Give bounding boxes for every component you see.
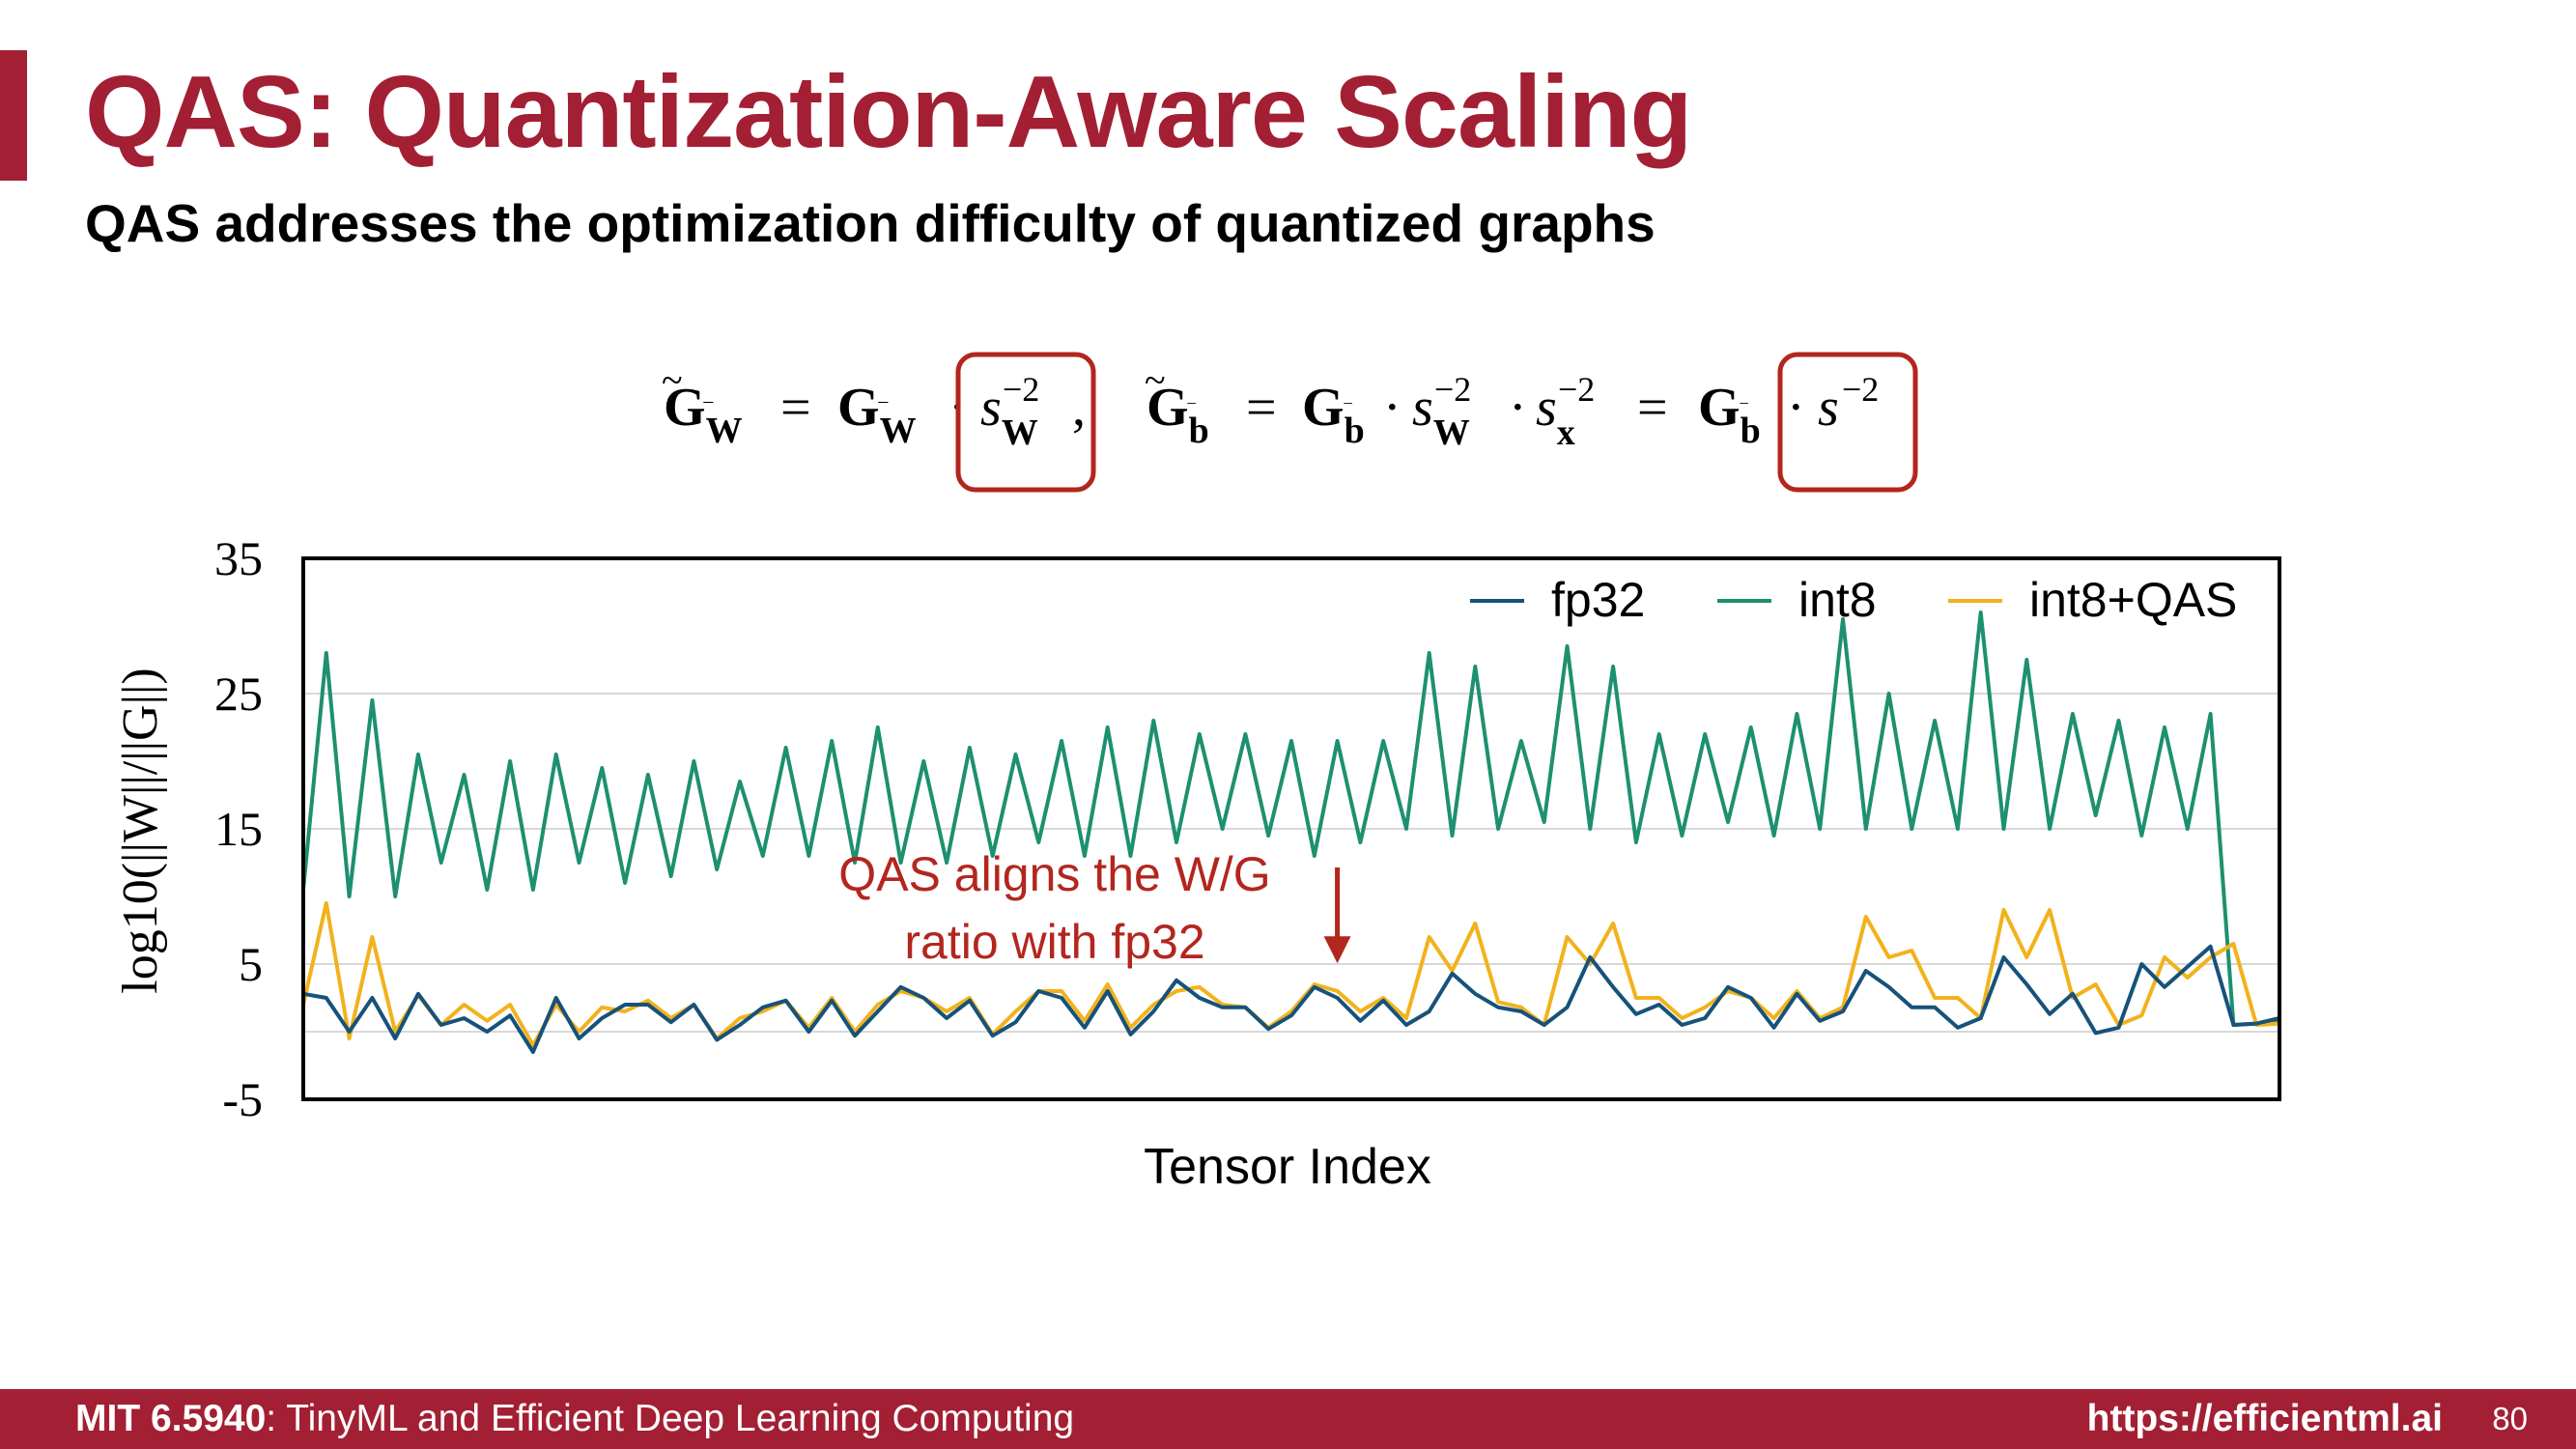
formula-b-rhs: Gb [1302, 378, 1365, 451]
formula-bar: ‾ [878, 400, 889, 428]
formula-w-scale: sW [980, 378, 1038, 453]
footer-course-code: MIT 6.5940 [75, 1398, 267, 1439]
series-line-int8 [301, 611, 2280, 1027]
footer-course-name: : TinyML and Efficient Deep Learning Com… [266, 1398, 1075, 1439]
formula-exponent: −2 [1558, 370, 1595, 409]
formula-w-rhs: GW [837, 378, 917, 451]
wg-ratio-chart: -5 5 15 25 35 log10(||W||/||G||) Tensor Inde… [113, 531, 2281, 1195]
formula-dot: · [1509, 378, 1527, 438]
footer-bar: MIT 6.5940: TinyML and Efficient Deep Le… [0, 1389, 2576, 1449]
highlight-box-s-scale [1777, 352, 1918, 493]
formula-b-final: Gb [1698, 378, 1761, 451]
qas-gradient-formula: GW ~ ‾ = GW ‾ · sW −2 , Gb ~ ‾ = Gb ‾ · … [662, 352, 1918, 493]
footer-course: MIT 6.5940: TinyML and Efficient Deep Le… [75, 1389, 1074, 1449]
y-tick-label: 25 [214, 667, 263, 721]
y-tick-label: -5 [222, 1072, 263, 1126]
series-line-fp32 [302, 944, 2280, 1054]
formula-tilde: ~ [662, 358, 683, 402]
y-tick-labels: -5 5 15 25 35 [214, 531, 263, 1126]
chart-legend: fp32 int8 int8+QAS [1470, 573, 2237, 627]
formula-exponent: −2 [1434, 370, 1471, 409]
formula-dot: · [1787, 378, 1805, 438]
y-tick-label: 5 [239, 937, 263, 991]
formula-bar: ‾ [1344, 401, 1352, 425]
formula-final-scale: s [1818, 378, 1839, 438]
highlight-box-w-scale [955, 352, 1096, 493]
formula-equals: = [1637, 378, 1668, 438]
slide-subtitle: QAS addresses the optimization difficult… [85, 193, 1656, 253]
formula-exponent: −2 [1003, 370, 1039, 409]
plot-frame [301, 556, 2281, 1101]
formula-tilde: ~ [1145, 358, 1166, 402]
formula-b-scale-x: sx [1536, 378, 1575, 453]
formula-exponent: −2 [1842, 370, 1879, 409]
x-axis-label: Tensor Index [1144, 1139, 1431, 1195]
page-number: 80 [2492, 1401, 2528, 1436]
chart-annotation: QAS aligns the W/G ratio with fp32 [838, 847, 1351, 969]
slide-title: QAS: Quantization-Aware Scaling [85, 55, 1692, 169]
chart-series [301, 611, 2280, 1054]
y-tick-label: 15 [214, 802, 263, 856]
formula-bar: ‾ [703, 400, 714, 428]
annotation-arrow-head [1323, 936, 1351, 964]
legend-label: fp32 [1551, 573, 1645, 627]
footer-url-link[interactable]: https://efficientml.ai [2086, 1398, 2443, 1439]
formula-b-lhs: Gb [1146, 378, 1209, 451]
y-tick-label: 35 [214, 531, 263, 585]
y-axis-label: log10(||W||/||G||) [113, 668, 168, 993]
annotation-line-2: ratio with fp32 [904, 915, 1204, 969]
formula-dot: · [1383, 378, 1401, 438]
formula-bar: ‾ [1740, 401, 1748, 425]
formula-bar: ‾ [1187, 401, 1196, 425]
formula-equals: = [1246, 378, 1277, 438]
legend-label: int8+QAS [2029, 573, 2237, 627]
formula-comma: , [1072, 378, 1086, 438]
formula-b-scale-w: sW [1412, 378, 1470, 453]
legend-label: int8 [1798, 573, 1877, 627]
title-accent-bar [0, 50, 27, 181]
annotation-line-1: QAS aligns the W/G [838, 847, 1270, 901]
formula-w-lhs: GW [664, 378, 743, 451]
series-line-int8-qas [301, 901, 2280, 1047]
formula-equals: = [780, 378, 811, 438]
